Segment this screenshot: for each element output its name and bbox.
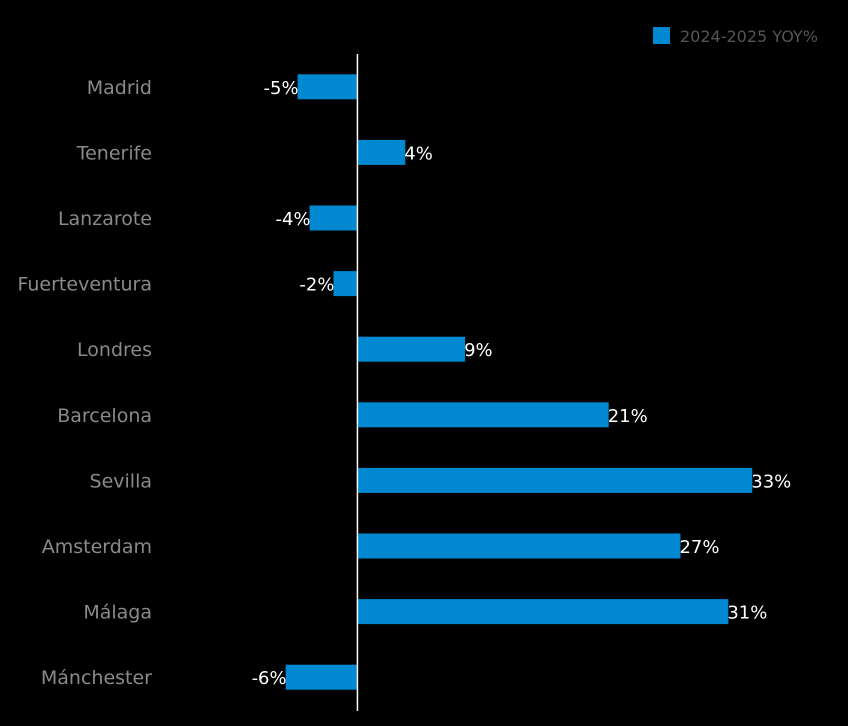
value-label-lanzarote: -4%	[276, 209, 311, 230]
category-label-lanzarote: Lanzarote	[58, 208, 152, 230]
value-label-madrid: -5%	[264, 78, 299, 99]
category-label-barcelona: Barcelona	[57, 405, 152, 427]
bar-lanzarote	[309, 205, 358, 231]
legend-label: 2024-2025 YOY%	[680, 27, 818, 46]
category-label-tenerife: Tenerife	[76, 142, 152, 164]
bar-tenerife	[357, 139, 406, 165]
value-label-tenerife: 4%	[404, 143, 433, 164]
category-label-manchester: Mánchester	[41, 667, 152, 689]
legend-swatch	[653, 27, 670, 44]
bar-madrid	[297, 74, 358, 100]
value-label-amsterdam: 27%	[679, 537, 719, 558]
value-labels-group: -5% 4% -4% -2% 9% 21% 33% 27% 31% -6%	[251, 78, 791, 690]
value-label-fuerteventura: -2%	[299, 275, 334, 296]
value-label-sevilla: 33%	[751, 471, 791, 492]
value-label-manchester: -6%	[252, 668, 287, 689]
category-label-madrid: Madrid	[87, 77, 152, 99]
category-label-sevilla: Sevilla	[90, 470, 152, 492]
value-label-malaga: 31%	[727, 603, 767, 624]
legend: 2024-2025 YOY%	[653, 27, 818, 46]
bar-fuerteventura	[333, 271, 358, 297]
bars-group	[285, 74, 753, 690]
category-label-fuerteventura: Fuerteventura	[18, 274, 153, 296]
bar-manchester	[285, 664, 358, 690]
bar-malaga	[357, 599, 729, 625]
bar-amsterdam	[357, 533, 681, 559]
value-label-barcelona: 21%	[608, 406, 648, 427]
bar-sevilla	[357, 467, 753, 493]
category-label-amsterdam: Amsterdam	[42, 536, 152, 558]
category-labels-group: Madrid Tenerife Lanzarote Fuerteventura Lond…	[18, 77, 153, 689]
category-label-malaga: Málaga	[83, 602, 152, 624]
category-label-londres: Londres	[77, 339, 152, 361]
bar-barcelona	[357, 402, 609, 428]
bar-londres	[357, 336, 466, 362]
value-label-londres: 9%	[464, 340, 493, 361]
